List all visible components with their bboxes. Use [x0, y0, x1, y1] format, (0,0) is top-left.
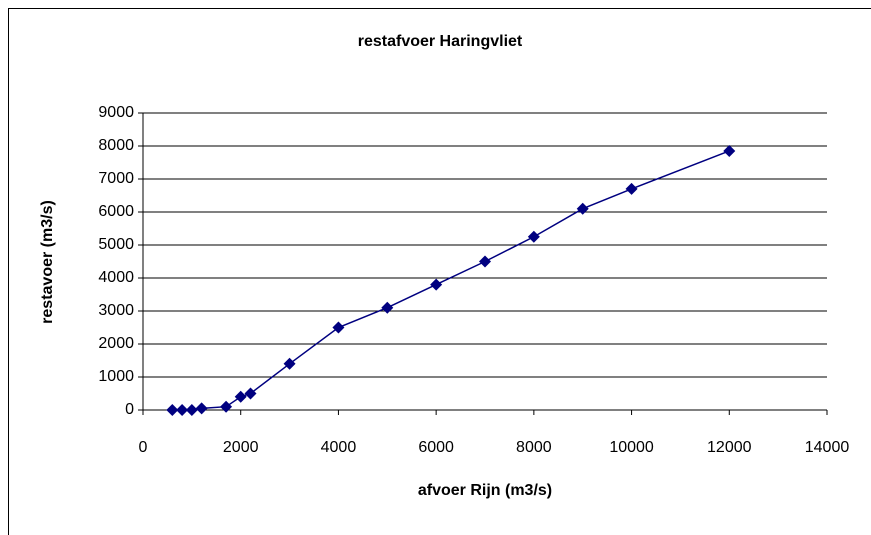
- y-tick-label: 0: [125, 401, 134, 418]
- data-point: [527, 230, 540, 243]
- x-axis-label: afvoer Rijn (m3/s): [418, 482, 552, 499]
- data-point: [185, 404, 198, 416]
- chart-border: [8, 8, 871, 535]
- x-tick-label: 10000: [609, 439, 654, 456]
- data-point: [723, 144, 736, 157]
- data-point: [234, 390, 247, 403]
- data-point: [332, 321, 345, 334]
- y-tick-label: 7000: [98, 170, 134, 187]
- data-point: [283, 357, 296, 370]
- x-tick-label: 2000: [223, 439, 259, 456]
- data-point: [381, 301, 394, 314]
- data-point: [479, 255, 491, 268]
- x-tick-label: 0: [139, 439, 148, 456]
- x-tick-label: 12000: [707, 439, 752, 456]
- y-tick-label: 2000: [98, 335, 134, 352]
- y-tick-label: 9000: [98, 104, 134, 121]
- y-tick-label: 5000: [98, 236, 134, 253]
- data-point: [195, 402, 208, 415]
- y-tick-label: 6000: [98, 203, 134, 220]
- y-tick-label: 4000: [98, 269, 134, 286]
- x-tick-label: 4000: [321, 439, 357, 456]
- data-point: [576, 202, 589, 215]
- data-point: [430, 278, 443, 291]
- chart-title: restafvoer Haringvliet: [358, 33, 523, 50]
- y-tick-label: 3000: [98, 302, 134, 319]
- data-point: [166, 404, 179, 416]
- x-tick-label: 8000: [516, 439, 552, 456]
- y-tick-label: 1000: [98, 368, 134, 385]
- data-point: [625, 182, 638, 195]
- data-point: [176, 404, 189, 416]
- x-tick-label: 6000: [418, 439, 454, 456]
- y-tick-label: 8000: [98, 137, 134, 154]
- data-point: [244, 387, 257, 400]
- y-axis-label: restavoer (m3/s): [39, 200, 56, 324]
- data-point: [220, 400, 233, 413]
- x-tick-label: 14000: [805, 439, 850, 456]
